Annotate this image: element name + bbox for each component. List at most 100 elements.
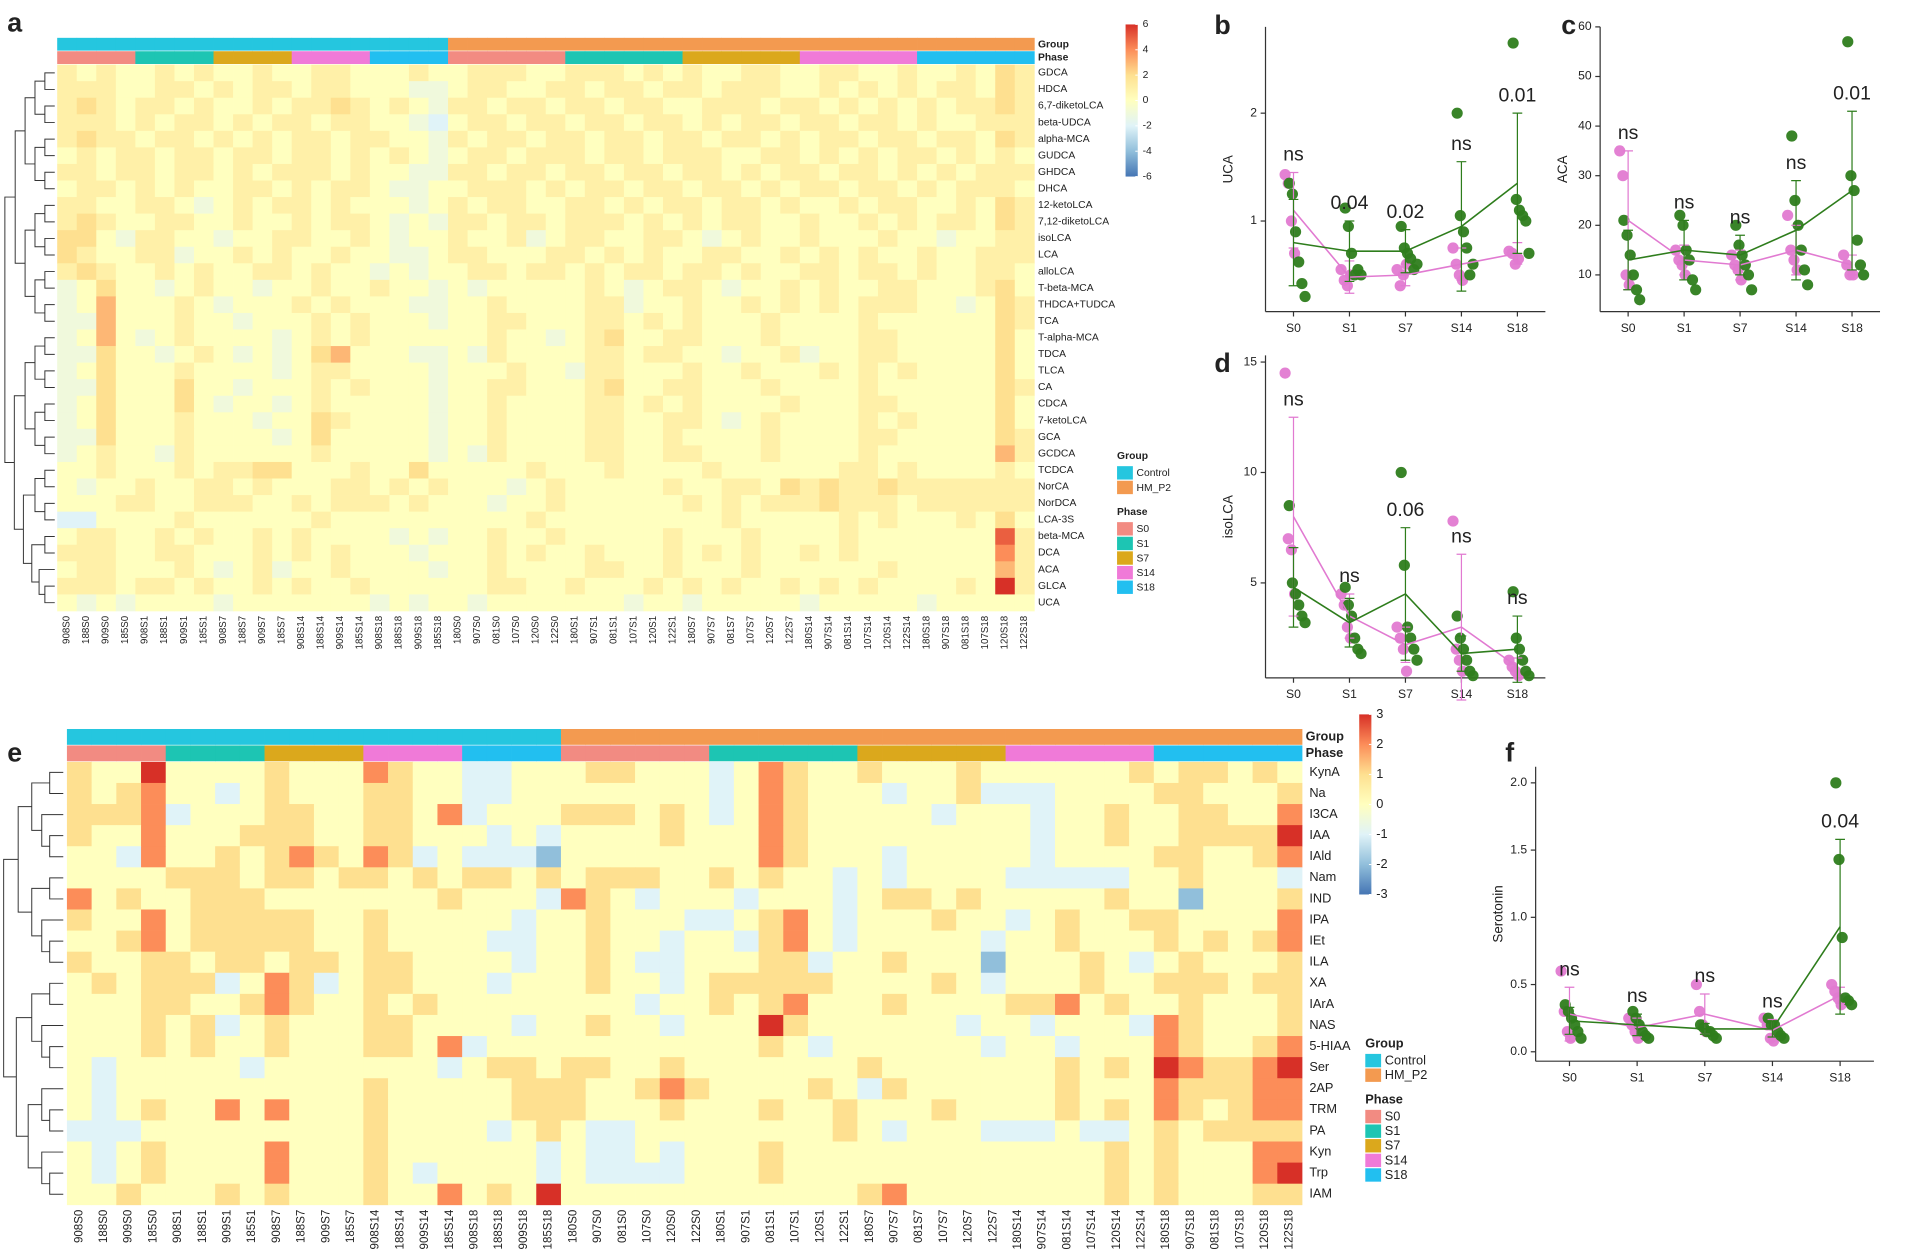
heat-cell bbox=[193, 279, 214, 297]
annotation-cell bbox=[877, 51, 898, 64]
heat-cell bbox=[1030, 1014, 1056, 1037]
heat-cell bbox=[311, 296, 332, 314]
heat-cell bbox=[437, 1120, 463, 1142]
annotation-cell bbox=[311, 51, 332, 64]
heat-cell bbox=[467, 395, 488, 413]
heat-cell bbox=[1227, 993, 1253, 1016]
heat-cell bbox=[141, 761, 167, 784]
heat-cell bbox=[338, 1162, 364, 1185]
heat-cell bbox=[213, 395, 234, 413]
heat-cell bbox=[995, 197, 1016, 214]
heat-cell bbox=[536, 888, 562, 910]
heat-cell bbox=[684, 825, 710, 847]
heat-cell bbox=[799, 147, 820, 165]
heat-cell bbox=[709, 846, 735, 868]
heat-cell bbox=[350, 114, 371, 132]
heat-cell bbox=[807, 993, 834, 1016]
heat-cell bbox=[437, 1183, 463, 1206]
heat-cell bbox=[1277, 951, 1303, 974]
annotation-cell bbox=[330, 51, 351, 64]
column-label: 081S18 bbox=[960, 616, 971, 650]
heat-cell bbox=[623, 213, 644, 231]
heat-cell bbox=[663, 64, 683, 82]
heat-cell bbox=[408, 379, 429, 397]
heat-cell bbox=[369, 511, 390, 529]
heat-cell bbox=[1054, 888, 1081, 910]
heat-cell bbox=[702, 296, 722, 314]
heat-cell bbox=[995, 528, 1016, 546]
heat-cell bbox=[684, 782, 710, 805]
heat-cell bbox=[272, 428, 293, 446]
heat-cell bbox=[635, 1099, 661, 1121]
annotation-cell bbox=[511, 745, 537, 762]
heat-cell bbox=[858, 114, 879, 132]
heat-cell bbox=[486, 1162, 512, 1185]
heat-cell bbox=[799, 197, 820, 214]
y-tick-label: 2.0 bbox=[1510, 775, 1527, 789]
heat-cell bbox=[702, 114, 722, 132]
heat-cell bbox=[213, 180, 234, 198]
x-tick-label: S1 bbox=[1630, 1070, 1645, 1084]
heat-cell bbox=[877, 478, 898, 496]
heat-cell bbox=[526, 395, 547, 413]
heat-cell bbox=[545, 544, 566, 562]
heat-cell bbox=[783, 1141, 809, 1163]
annotation-cell bbox=[76, 37, 97, 51]
heat-cell bbox=[758, 1141, 784, 1163]
heat-cell bbox=[956, 528, 977, 546]
data-point bbox=[1299, 290, 1311, 303]
heat-cell bbox=[721, 279, 742, 297]
heat-cell bbox=[448, 213, 468, 231]
heat-cell bbox=[154, 346, 175, 363]
heat-cell bbox=[663, 362, 683, 380]
heat-cell bbox=[252, 544, 273, 562]
heat-cell bbox=[897, 147, 918, 165]
heat-cell bbox=[684, 867, 710, 889]
heat-cell bbox=[252, 594, 273, 612]
data-point bbox=[1355, 269, 1367, 281]
heat-cell bbox=[1005, 1057, 1031, 1079]
heat-cell bbox=[733, 930, 759, 953]
heat-cell bbox=[545, 213, 566, 231]
heat-cell bbox=[931, 909, 957, 931]
heat-cell bbox=[917, 81, 937, 99]
heat-cell bbox=[91, 1099, 117, 1121]
heat-cell bbox=[369, 461, 390, 479]
heat-cell bbox=[1104, 1078, 1130, 1100]
annotation-cell bbox=[807, 745, 834, 762]
legend-label: S1 bbox=[1385, 1123, 1401, 1138]
heat-cell bbox=[165, 867, 191, 889]
heat-cell bbox=[215, 1120, 241, 1142]
heat-cell bbox=[462, 993, 488, 1016]
annotation-cell bbox=[115, 51, 136, 64]
heat-cell bbox=[936, 263, 957, 281]
heat-cell bbox=[635, 782, 661, 805]
heat-cell bbox=[995, 495, 1016, 512]
heat-cell bbox=[428, 130, 449, 148]
heat-cell bbox=[213, 461, 234, 479]
heat-cell bbox=[96, 163, 117, 181]
row-label: GHDCA bbox=[1038, 167, 1075, 178]
heat-cell bbox=[213, 279, 234, 297]
legend-label: S0 bbox=[1385, 1109, 1401, 1124]
heat-cell bbox=[233, 279, 253, 297]
data-point bbox=[1513, 643, 1526, 655]
heat-cell bbox=[560, 867, 587, 889]
heat-cell bbox=[565, 246, 586, 264]
heat-cell bbox=[721, 412, 742, 430]
heat-cell bbox=[799, 346, 820, 363]
column-label: 185S18 bbox=[433, 616, 444, 650]
heat-cell bbox=[838, 147, 859, 165]
heat-cell bbox=[428, 97, 449, 115]
column-label: 188S7 bbox=[296, 1210, 308, 1243]
heat-cell bbox=[408, 461, 429, 479]
heat-cell bbox=[252, 296, 273, 314]
heat-cell bbox=[956, 804, 982, 826]
heat-cell bbox=[252, 279, 273, 297]
heat-cell bbox=[1014, 445, 1035, 463]
heat-cell bbox=[780, 445, 801, 463]
heat-cell bbox=[819, 130, 840, 148]
heat-cell bbox=[783, 972, 809, 995]
heat-cell bbox=[733, 1120, 759, 1142]
heat-cell bbox=[511, 782, 537, 805]
